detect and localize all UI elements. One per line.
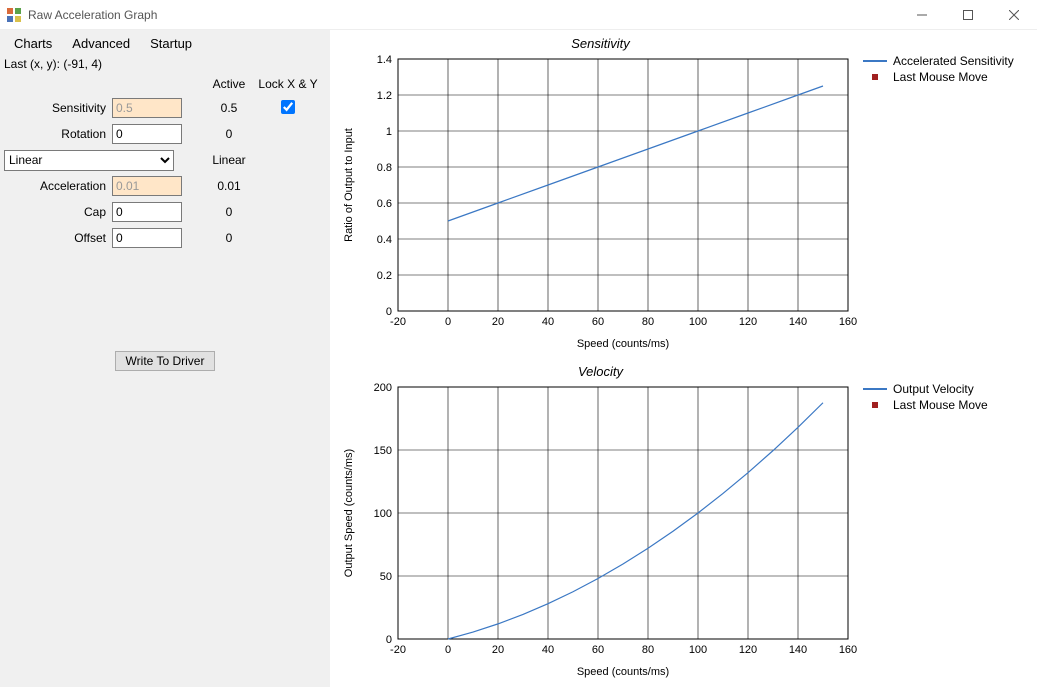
maximize-button[interactable]	[945, 0, 991, 29]
svg-text:1.2: 1.2	[377, 90, 392, 102]
cap-input[interactable]	[112, 202, 182, 222]
svg-text:-20: -20	[390, 316, 406, 328]
window-title: Raw Acceleration Graph	[28, 8, 899, 22]
svg-text:200: 200	[374, 382, 392, 394]
rotation-active: 0	[202, 127, 256, 141]
legend-dot-icon	[863, 74, 887, 80]
svg-text:0: 0	[386, 306, 392, 318]
svg-text:0.6: 0.6	[377, 198, 392, 210]
left-panel: Charts Advanced Startup Last (x, y): (-9…	[0, 30, 330, 687]
menu-bar: Charts Advanced Startup	[0, 30, 330, 55]
svg-text:60: 60	[592, 316, 604, 328]
rotation-input[interactable]	[112, 124, 182, 144]
svg-text:80: 80	[642, 644, 654, 656]
chart1-title: Sensitivity	[338, 36, 863, 51]
svg-text:160: 160	[839, 644, 857, 656]
write-to-driver-button[interactable]: Write To Driver	[115, 351, 216, 371]
chart1-legend: Accelerated Sensitivity Last Mouse Move	[863, 34, 1033, 356]
svg-text:100: 100	[689, 644, 707, 656]
chart1-legend-marker-label: Last Mouse Move	[893, 70, 988, 84]
svg-text:1: 1	[386, 126, 392, 138]
svg-text:140: 140	[789, 644, 807, 656]
offset-active: 0	[202, 231, 256, 245]
offset-label: Offset	[4, 231, 112, 245]
svg-text:120: 120	[739, 316, 757, 328]
svg-text:0.4: 0.4	[377, 234, 392, 246]
svg-text:20: 20	[492, 644, 504, 656]
svg-text:0.8: 0.8	[377, 162, 392, 174]
cap-active: 0	[202, 205, 256, 219]
svg-text:40: 40	[542, 316, 554, 328]
legend-dot-icon	[863, 402, 887, 408]
menu-charts[interactable]: Charts	[14, 36, 52, 51]
sensitivity-label: Sensitivity	[4, 101, 112, 115]
rotation-label: Rotation	[4, 127, 112, 141]
right-panel: Sensitivity -2002040608010012014016000.2…	[330, 30, 1037, 687]
svg-text:80: 80	[642, 316, 654, 328]
chart1-legend-line-label: Accelerated Sensitivity	[893, 54, 1014, 68]
acceleration-input[interactable]	[112, 176, 182, 196]
svg-text:1.4: 1.4	[377, 54, 392, 66]
column-active-header: Active	[202, 77, 256, 91]
sensitivity-active: 0.5	[202, 101, 256, 115]
acceleration-label: Acceleration	[4, 179, 112, 193]
legend-line-icon	[863, 60, 887, 62]
svg-text:100: 100	[689, 316, 707, 328]
last-xy-label: Last (x, y): (-91, 4)	[0, 55, 330, 77]
cap-label: Cap	[4, 205, 112, 219]
svg-text:0: 0	[445, 316, 451, 328]
chart2-legend-marker-label: Last Mouse Move	[893, 398, 988, 412]
titlebar: Raw Acceleration Graph	[0, 0, 1037, 30]
window-controls	[899, 0, 1037, 29]
svg-text:Output Speed (counts/ms): Output Speed (counts/ms)	[343, 448, 355, 576]
offset-input[interactable]	[112, 228, 182, 248]
svg-text:Speed (counts/ms): Speed (counts/ms)	[577, 666, 669, 678]
close-button[interactable]	[991, 0, 1037, 29]
svg-text:0.2: 0.2	[377, 270, 392, 282]
minimize-button[interactable]	[899, 0, 945, 29]
svg-text:60: 60	[592, 644, 604, 656]
svg-text:160: 160	[839, 316, 857, 328]
svg-text:-20: -20	[390, 644, 406, 656]
svg-text:0: 0	[445, 644, 451, 656]
accel-type-active: Linear	[202, 153, 256, 167]
svg-text:Ratio of Output to Input: Ratio of Output to Input	[343, 128, 355, 242]
sensitivity-chart: -2002040608010012014016000.20.40.60.811.…	[338, 53, 858, 353]
svg-text:40: 40	[542, 644, 554, 656]
acceleration-active: 0.01	[202, 179, 256, 193]
chart2-legend: Output Velocity Last Mouse Move	[863, 362, 1033, 684]
svg-text:20: 20	[492, 316, 504, 328]
settings-form: Active Lock X & Y Sensitivity 0.5 Rotati…	[0, 77, 330, 371]
chart2-legend-line-label: Output Velocity	[893, 382, 974, 396]
svg-text:100: 100	[374, 508, 392, 520]
app-icon	[6, 7, 22, 23]
svg-text:50: 50	[380, 571, 392, 583]
svg-text:0: 0	[386, 634, 392, 646]
chart2-title: Velocity	[338, 364, 863, 379]
legend-line-icon	[863, 388, 887, 390]
column-lock-header: Lock X & Y	[256, 77, 320, 91]
lock-xy-checkbox[interactable]	[281, 100, 295, 114]
velocity-chart-box: Velocity -200204060801001201401600501001…	[338, 362, 1033, 684]
sensitivity-chart-box: Sensitivity -2002040608010012014016000.2…	[338, 34, 1033, 356]
svg-text:140: 140	[789, 316, 807, 328]
menu-startup[interactable]: Startup	[150, 36, 192, 51]
menu-advanced[interactable]: Advanced	[72, 36, 130, 51]
svg-text:150: 150	[374, 445, 392, 457]
svg-text:Speed (counts/ms): Speed (counts/ms)	[577, 338, 669, 350]
sensitivity-input[interactable]	[112, 98, 182, 118]
accel-type-select[interactable]: Linear	[4, 150, 174, 171]
velocity-chart: -20020406080100120140160050100150200Spee…	[338, 381, 858, 681]
svg-text:120: 120	[739, 644, 757, 656]
